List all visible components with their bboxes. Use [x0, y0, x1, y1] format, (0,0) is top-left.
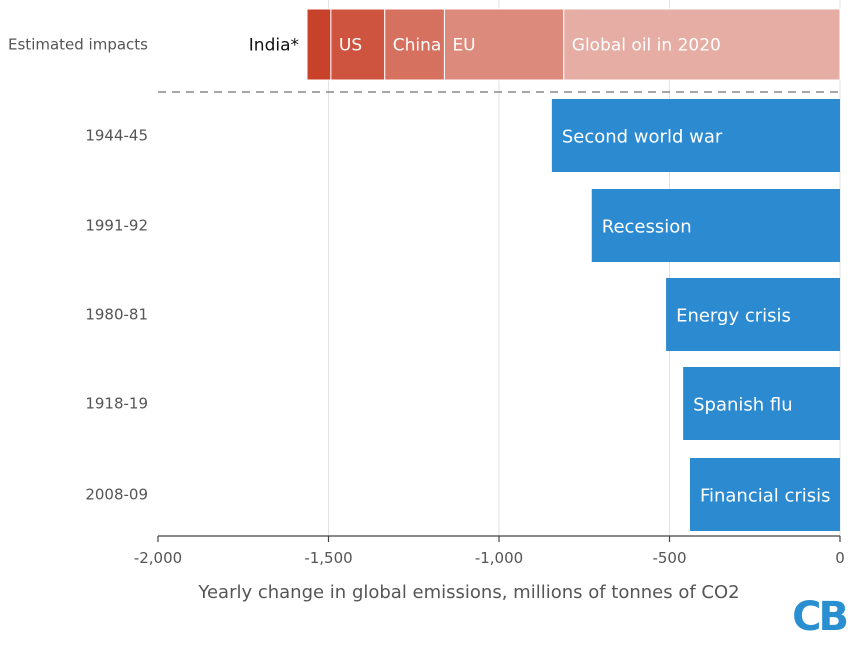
bar-label-1991-92: Recession	[602, 217, 692, 238]
x-tick-label-2: -1,000	[475, 549, 523, 567]
category-label-1991-92: 1991-92	[85, 217, 148, 235]
x-tick-label-3: -500	[652, 549, 686, 567]
bar-1991-92	[591, 189, 840, 262]
category-label-1918-19: 1918-19	[85, 395, 148, 413]
x-tick-label-4: 0	[835, 549, 845, 567]
estimated-impacts-bar: India* US China EU Global oil in 2020	[249, 8, 841, 81]
category-label-estimated-impacts: Estimated impacts	[8, 36, 148, 54]
gridlines	[328, 0, 841, 536]
bar-label-1944-45: Second world war	[562, 127, 723, 148]
category-label-1980-81: 1980-81	[85, 306, 148, 324]
bar-2008-09	[689, 458, 840, 531]
bar-label-2008-09: Financial crisis	[700, 486, 831, 507]
impact-segment-2	[384, 8, 445, 81]
impact-segment-1	[330, 8, 386, 81]
category-label-1944-45: 1944-45	[85, 127, 148, 145]
impact-label-4: Global oil in 2020	[572, 36, 721, 56]
impact-label-1: US	[339, 36, 362, 56]
impact-segment-3	[443, 8, 565, 81]
impact-label-0: India*	[249, 36, 299, 56]
impact-segment-4	[563, 8, 841, 81]
bar-label-1918-19: Spanish flu	[693, 395, 793, 416]
x-tick-label-1: -1,500	[304, 549, 352, 567]
historical-bars: Second world war Recession Energy crisis Sp…	[551, 99, 840, 531]
category-labels: Estimated impacts 1944-45 1991-92 1980-81 19…	[8, 36, 148, 504]
x-tick-label-0: -2,000	[134, 549, 182, 567]
bar-label-1980-81: Energy crisis	[676, 306, 791, 327]
bar-1980-81	[666, 278, 840, 351]
bar-1918-19	[683, 367, 840, 440]
impact-segment-0	[306, 8, 332, 81]
x-axis-ticks: -2,000 -1,500 -1,000 -500 0	[134, 536, 845, 567]
category-label-2008-09: 2008-09	[85, 486, 148, 504]
impact-label-2: China	[393, 36, 442, 56]
impact-label-3: EU	[452, 36, 475, 56]
x-axis-label: Yearly change in global emissions, milli…	[197, 582, 739, 603]
bar-1944-45	[551, 99, 840, 172]
carbon-brief-logo: CB	[792, 594, 846, 640]
